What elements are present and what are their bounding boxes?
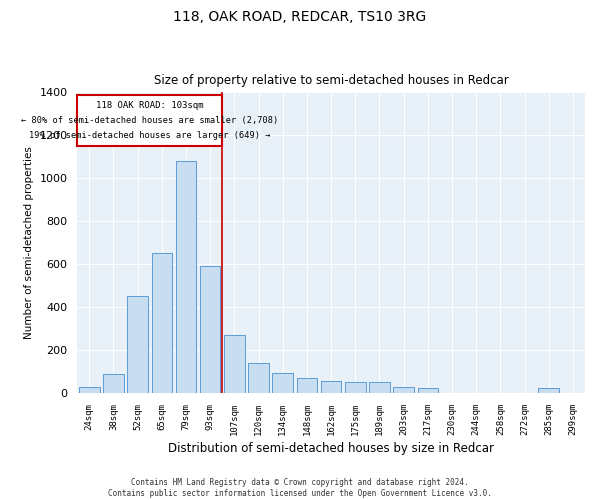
Text: ← 80% of semi-detached houses are smaller (2,708): ← 80% of semi-detached houses are smalle… [21, 116, 278, 126]
Bar [200, 266, 220, 393]
FancyBboxPatch shape [77, 96, 222, 146]
Bar [321, 382, 341, 393]
Bar [538, 388, 559, 393]
Bar [79, 386, 100, 393]
Bar [272, 372, 293, 393]
X-axis label: Distribution of semi-detached houses by size in Redcar: Distribution of semi-detached houses by … [168, 442, 494, 455]
Bar [296, 378, 317, 393]
Text: Contains HM Land Registry data © Crown copyright and database right 2024.
Contai: Contains HM Land Registry data © Crown c… [108, 478, 492, 498]
Bar [224, 335, 245, 393]
Bar [418, 388, 438, 393]
Y-axis label: Number of semi-detached properties: Number of semi-detached properties [24, 146, 34, 339]
Text: 19% of semi-detached houses are larger (649) →: 19% of semi-detached houses are larger (… [29, 132, 271, 140]
Bar [369, 382, 390, 393]
Bar [152, 254, 172, 393]
Bar [176, 161, 196, 393]
Bar [394, 386, 414, 393]
Title: Size of property relative to semi-detached houses in Redcar: Size of property relative to semi-detach… [154, 74, 508, 87]
Text: 118, OAK ROAD, REDCAR, TS10 3RG: 118, OAK ROAD, REDCAR, TS10 3RG [173, 10, 427, 24]
Text: 118 OAK ROAD: 103sqm: 118 OAK ROAD: 103sqm [96, 102, 203, 110]
Bar [103, 374, 124, 393]
Bar [127, 296, 148, 393]
Bar [345, 382, 365, 393]
Bar [248, 363, 269, 393]
